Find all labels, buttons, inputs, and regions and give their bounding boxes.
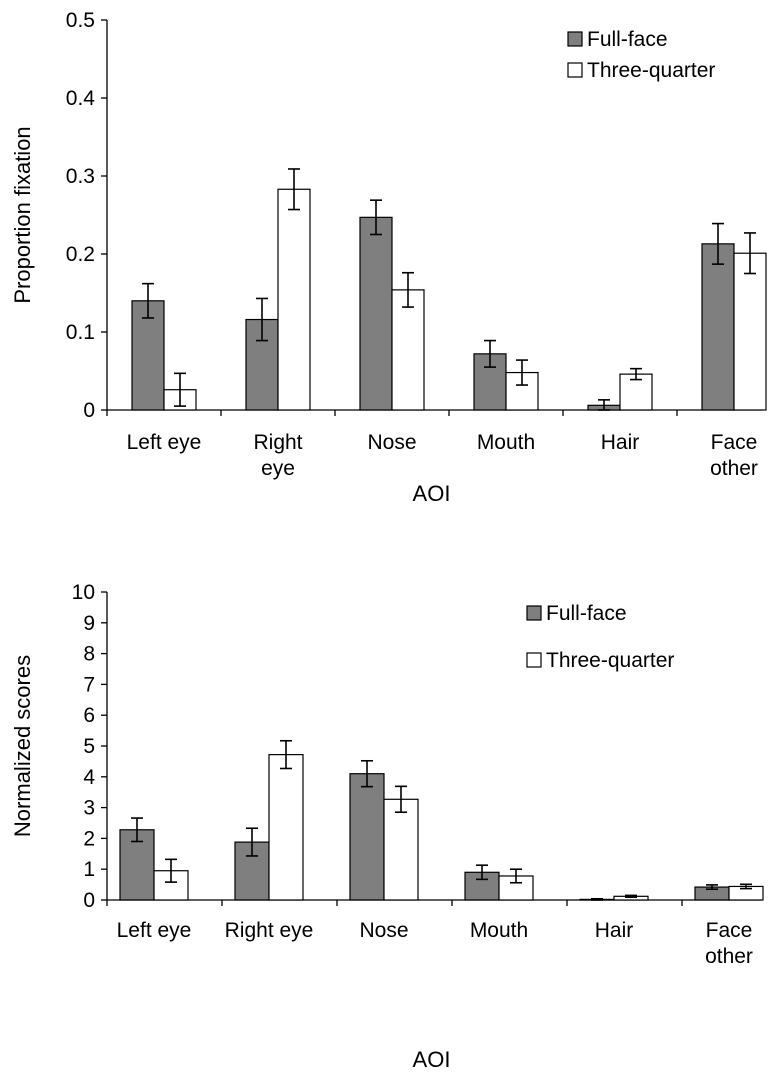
x-category-label: Hair [595, 919, 634, 942]
y-tick-label: 7 [83, 673, 95, 696]
y-tick-label: 0.3 [66, 165, 95, 188]
bar-three-quarter [383, 798, 419, 901]
y-tick-label: 9 [83, 612, 95, 635]
x-category-label: Face other [705, 919, 753, 968]
y-tick-label: 5 [83, 735, 95, 758]
bar-full-face [131, 300, 165, 411]
chart-2: 0 1 2 3 4 5 6 7 8 9 10 Left eye Right eye Nose Mouth Ha… [10, 581, 764, 1072]
x-category-label: Right eye [225, 919, 314, 942]
legend-label: Three-quarter [587, 59, 715, 82]
y-tick-label: 10 [72, 581, 95, 604]
legend-swatch-three-quarter [526, 652, 542, 668]
y-tick-label: 0.2 [66, 243, 95, 266]
y-tick-label: 0 [83, 399, 95, 422]
y-tick-label: 6 [83, 704, 95, 727]
x-category-label: Left eye [127, 431, 202, 454]
y-tick-label: 3 [83, 797, 95, 820]
bar-full-face [349, 773, 385, 901]
x-category-label: Left eye [117, 919, 192, 942]
y-tick-label: 0.5 [66, 9, 95, 32]
y-axis-title: Normalized scores [10, 655, 35, 837]
x-axis-title: AOI [413, 481, 451, 506]
y-tick-label: 0.4 [66, 87, 96, 110]
legend-swatch-full-face [526, 605, 542, 621]
bar-three-quarter [733, 252, 767, 411]
x-category-label: Face other [710, 431, 758, 480]
bar-three-quarter [277, 188, 311, 411]
x-category-label: Nose [367, 431, 416, 454]
bar-three-quarter [391, 289, 425, 411]
x-category-label: Mouth [477, 431, 535, 454]
y-axis-title: Proportion fixation [10, 126, 35, 303]
legend-label: Full-face [587, 28, 668, 51]
x-category-label: Hair [601, 431, 640, 454]
x-category-label: Nose [359, 919, 408, 942]
y-tick-label: 4 [83, 766, 95, 789]
bar-three-quarter [268, 754, 304, 901]
x-category-label: Right eye [253, 431, 302, 480]
legend-swatch-three-quarter [567, 62, 583, 78]
chart-1: 0 0.1 0.2 0.3 0.4 0.5 Left eye Right eye Nose Mout… [10, 9, 767, 506]
bar-full-face [359, 216, 393, 411]
y-tick-label: 0.1 [66, 321, 95, 344]
y-tick-label: 2 [83, 827, 95, 850]
x-axis-title: AOI [413, 1047, 451, 1072]
legend-label: Full-face [546, 602, 627, 625]
y-tick-label: 0 [83, 889, 95, 912]
y-tick-label: 8 [83, 643, 95, 666]
y-tick-label: 1 [83, 858, 95, 881]
bar-full-face [701, 243, 735, 411]
legend-label: Three-quarter [546, 649, 674, 672]
x-category-label: Mouth [470, 919, 528, 942]
legend-swatch-full-face [567, 31, 583, 47]
